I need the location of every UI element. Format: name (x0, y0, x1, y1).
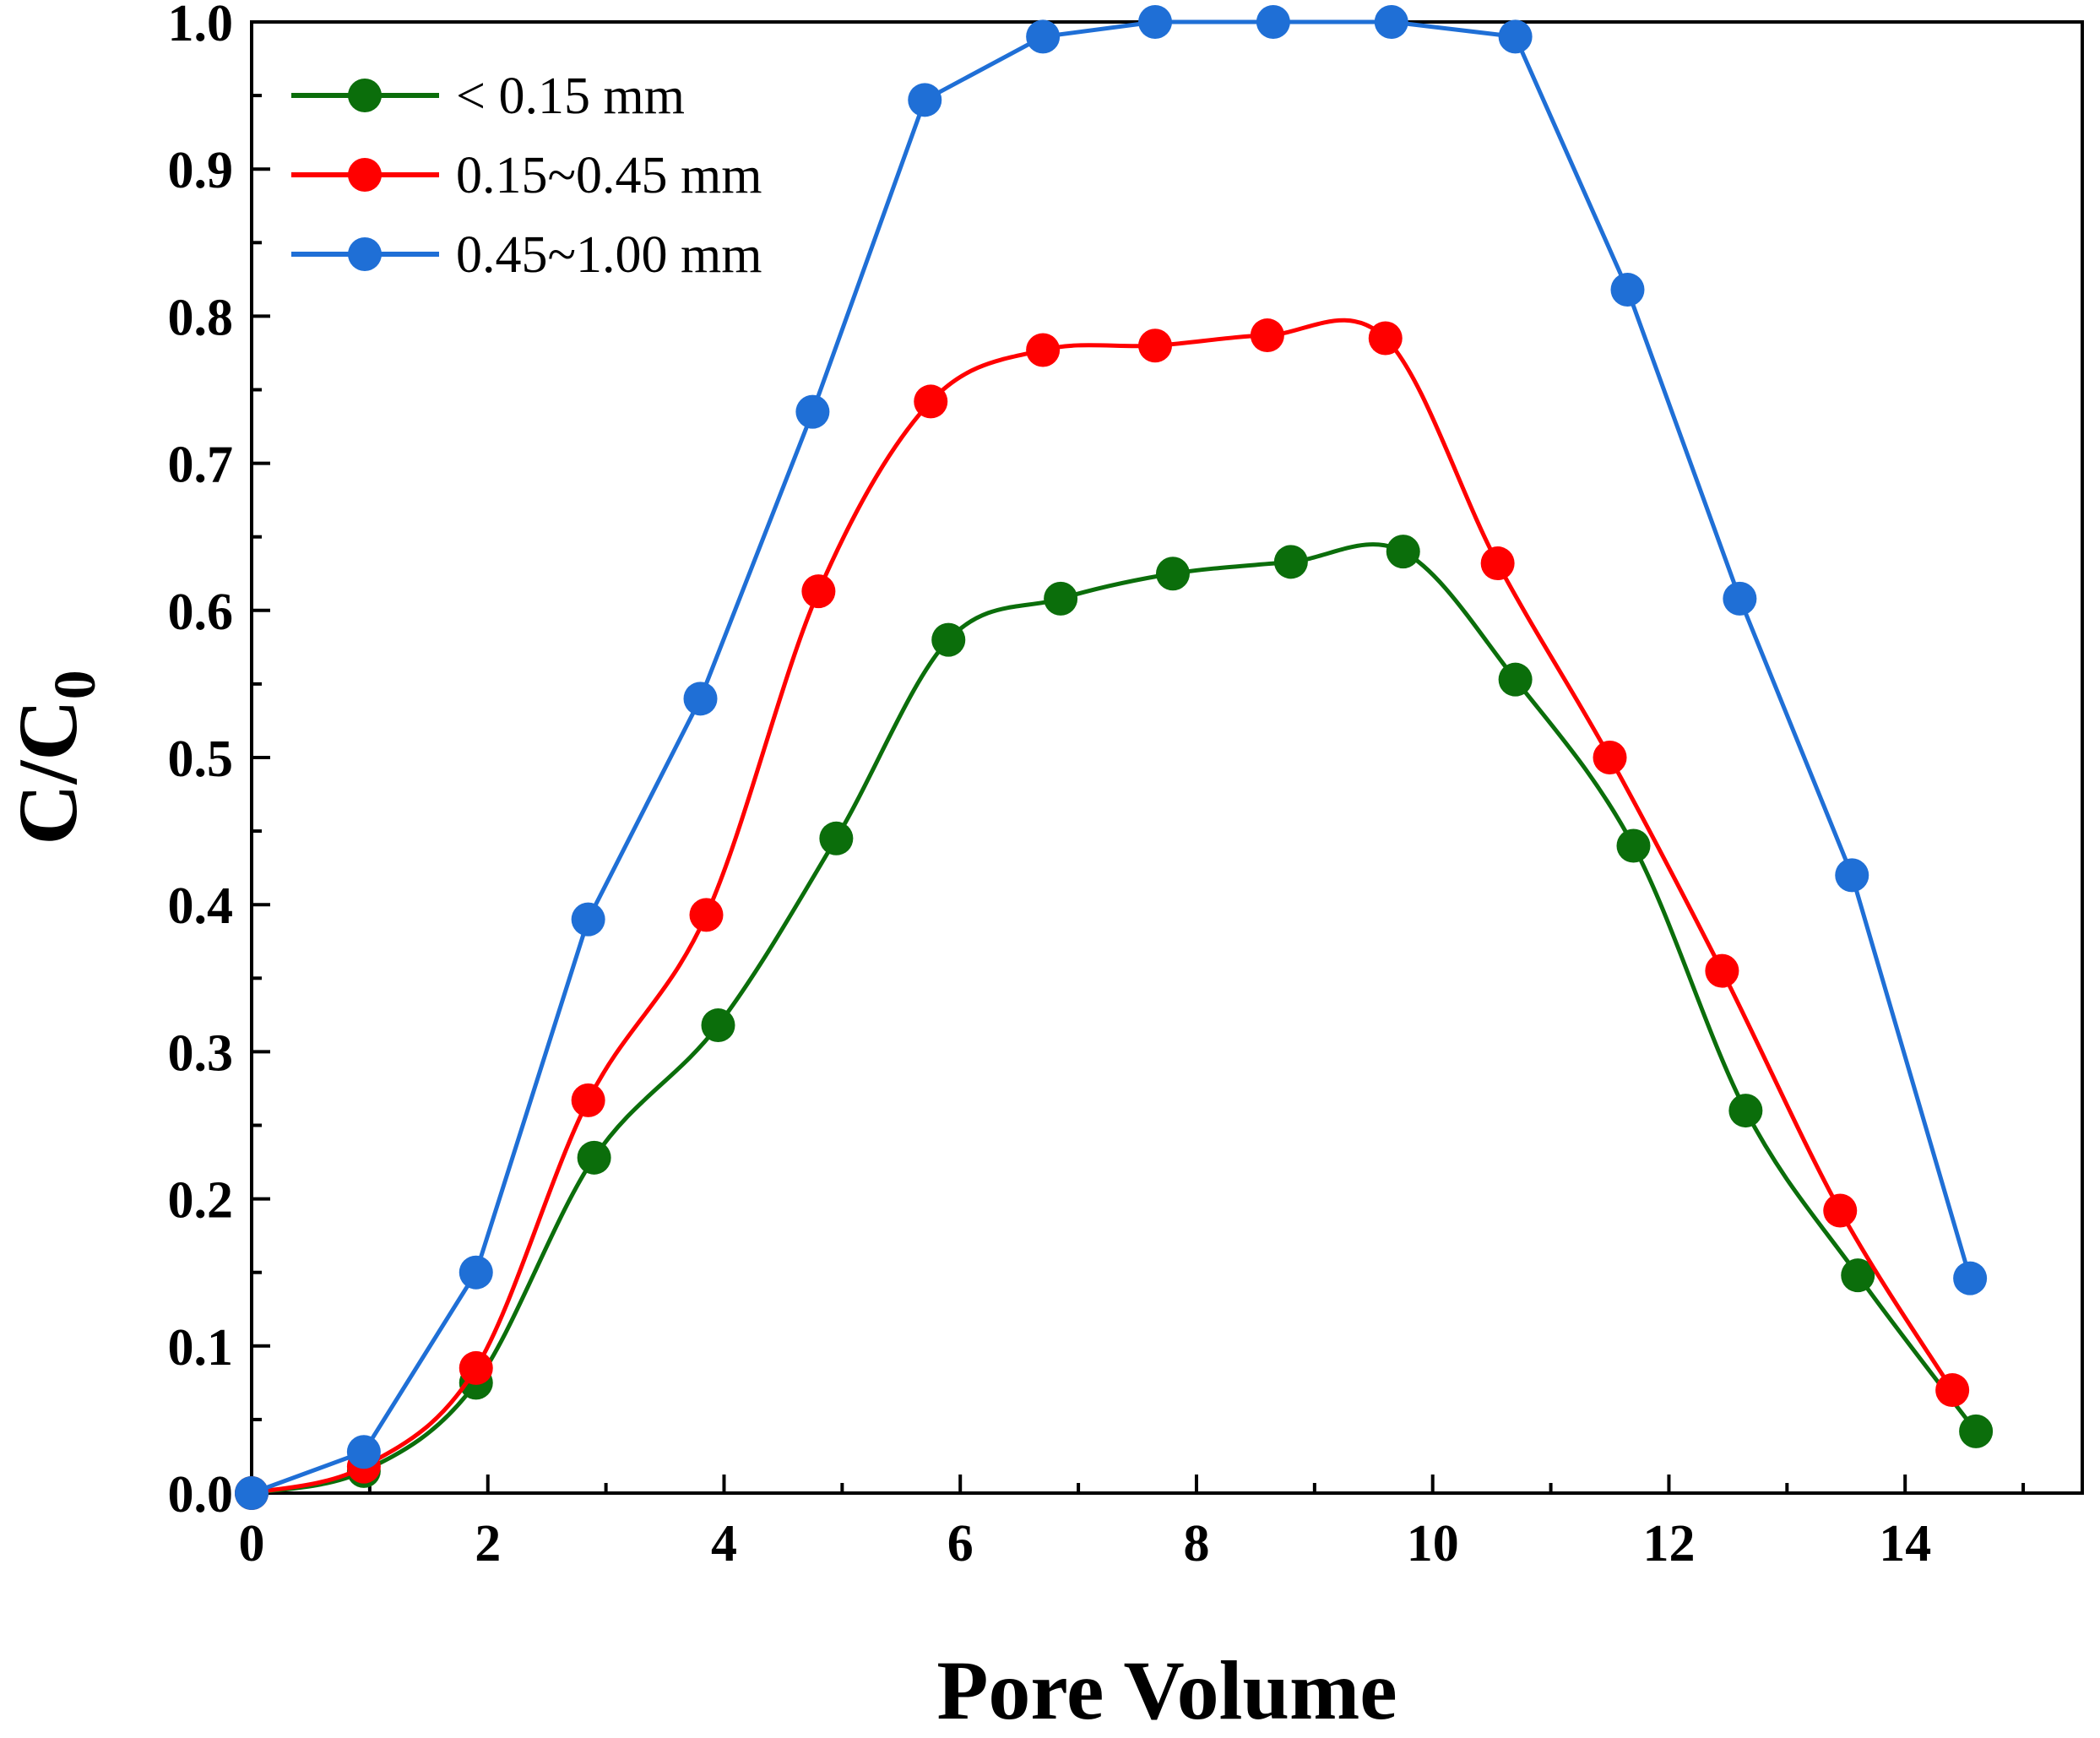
data-point (1935, 1373, 1970, 1408)
data-point (1138, 5, 1173, 39)
data-point (1026, 333, 1061, 367)
data-point (1386, 535, 1420, 569)
series-line (251, 19, 1972, 1496)
data-point (1256, 5, 1290, 39)
data-point (571, 1083, 605, 1117)
y-tick-label: 0.2 (168, 1172, 234, 1230)
y-tick-label: 0.1 (168, 1319, 234, 1377)
series-2 (235, 318, 1970, 1510)
x-tick-label: 4 (711, 1515, 737, 1572)
data-point (931, 622, 966, 657)
x-axis: 0 2 4 6 8 10 12 14 (239, 1475, 2026, 1572)
data-point (1841, 1258, 1875, 1293)
data-point (1616, 828, 1651, 863)
data-point (1705, 953, 1739, 988)
legend-label: 0.45~1.00 mm (456, 226, 762, 284)
data-point (689, 898, 724, 932)
legend-marker (348, 237, 382, 271)
x-tick-label: 8 (1183, 1515, 1209, 1572)
x-tick-label: 10 (1407, 1515, 1459, 1572)
legend-item: < 0.15 mm (291, 68, 685, 125)
y-tick-label: 0.6 (168, 584, 234, 641)
legend: < 0.15 mm 0.15~0.45 mm 0.45~1.00 mm (291, 68, 762, 284)
data-point (346, 1435, 381, 1469)
data-point (1026, 19, 1061, 54)
data-point (1823, 1193, 1858, 1228)
data-point (1610, 273, 1645, 307)
legend-label: 0.15~0.45 mm (456, 147, 762, 204)
data-point (1498, 662, 1533, 697)
data-point (1250, 318, 1284, 353)
data-point (1155, 557, 1190, 591)
x-tick-label: 6 (947, 1515, 974, 1572)
data-point (459, 1350, 493, 1385)
y-tick-label: 1.0 (168, 0, 234, 52)
y-tick-label: 0.3 (168, 1024, 234, 1082)
data-point (577, 1140, 611, 1175)
data-point (459, 1255, 493, 1290)
data-point (235, 1476, 269, 1510)
series-layer (235, 5, 1994, 1510)
data-point (1273, 545, 1308, 579)
y-axis-title-subscript: 0 (43, 670, 108, 699)
data-point (1728, 1094, 1763, 1128)
data-point (1953, 1261, 1988, 1295)
legend-marker (348, 158, 382, 192)
data-point (819, 821, 854, 855)
data-point (1593, 741, 1627, 774)
data-point (908, 83, 942, 117)
data-point (1044, 581, 1078, 616)
y-tick-label: 0.8 (168, 289, 234, 346)
data-point (1368, 321, 1403, 356)
y-axis-title-main: C/C (1, 699, 95, 845)
data-point (795, 394, 830, 429)
data-point (1723, 581, 1757, 616)
data-point (1959, 1414, 1994, 1448)
data-point (1374, 5, 1408, 39)
legend-item: 0.45~1.00 mm (291, 226, 762, 284)
y-tick-label: 0.7 (168, 437, 234, 494)
data-point (571, 902, 605, 937)
data-point (1835, 858, 1869, 893)
data-point (683, 682, 718, 716)
legend-marker (348, 79, 382, 112)
data-point (914, 384, 948, 419)
y-tick-label: 0.5 (168, 731, 234, 788)
series-3 (235, 5, 1988, 1510)
data-point (1498, 19, 1533, 54)
legend-item: 0.15~0.45 mm (291, 147, 762, 204)
x-axis-title: Pore Volume (936, 1643, 1397, 1737)
legend-label: < 0.15 mm (456, 68, 685, 125)
x-tick-label: 14 (1879, 1515, 1931, 1572)
series-line (251, 318, 1955, 1496)
series-line (251, 542, 1978, 1496)
y-axis-title: C/C0 (1, 670, 108, 845)
x-tick-label: 0 (239, 1515, 265, 1572)
x-tick-label: 12 (1642, 1515, 1695, 1572)
series-1 (235, 535, 1994, 1510)
data-point (1138, 329, 1173, 363)
data-point (701, 1008, 735, 1043)
data-point (1480, 546, 1515, 581)
x-tick-label: 2 (475, 1515, 501, 1572)
y-tick-label: 0.4 (168, 877, 234, 935)
y-axis: 0.0 0.1 0.2 0.3 0.4 0.5 0.6 0.7 0.8 0.9 1.0 (168, 0, 270, 1523)
y-tick-label: 0.9 (168, 142, 234, 199)
data-point (801, 574, 836, 609)
y-tick-label: 0.0 (168, 1466, 234, 1523)
